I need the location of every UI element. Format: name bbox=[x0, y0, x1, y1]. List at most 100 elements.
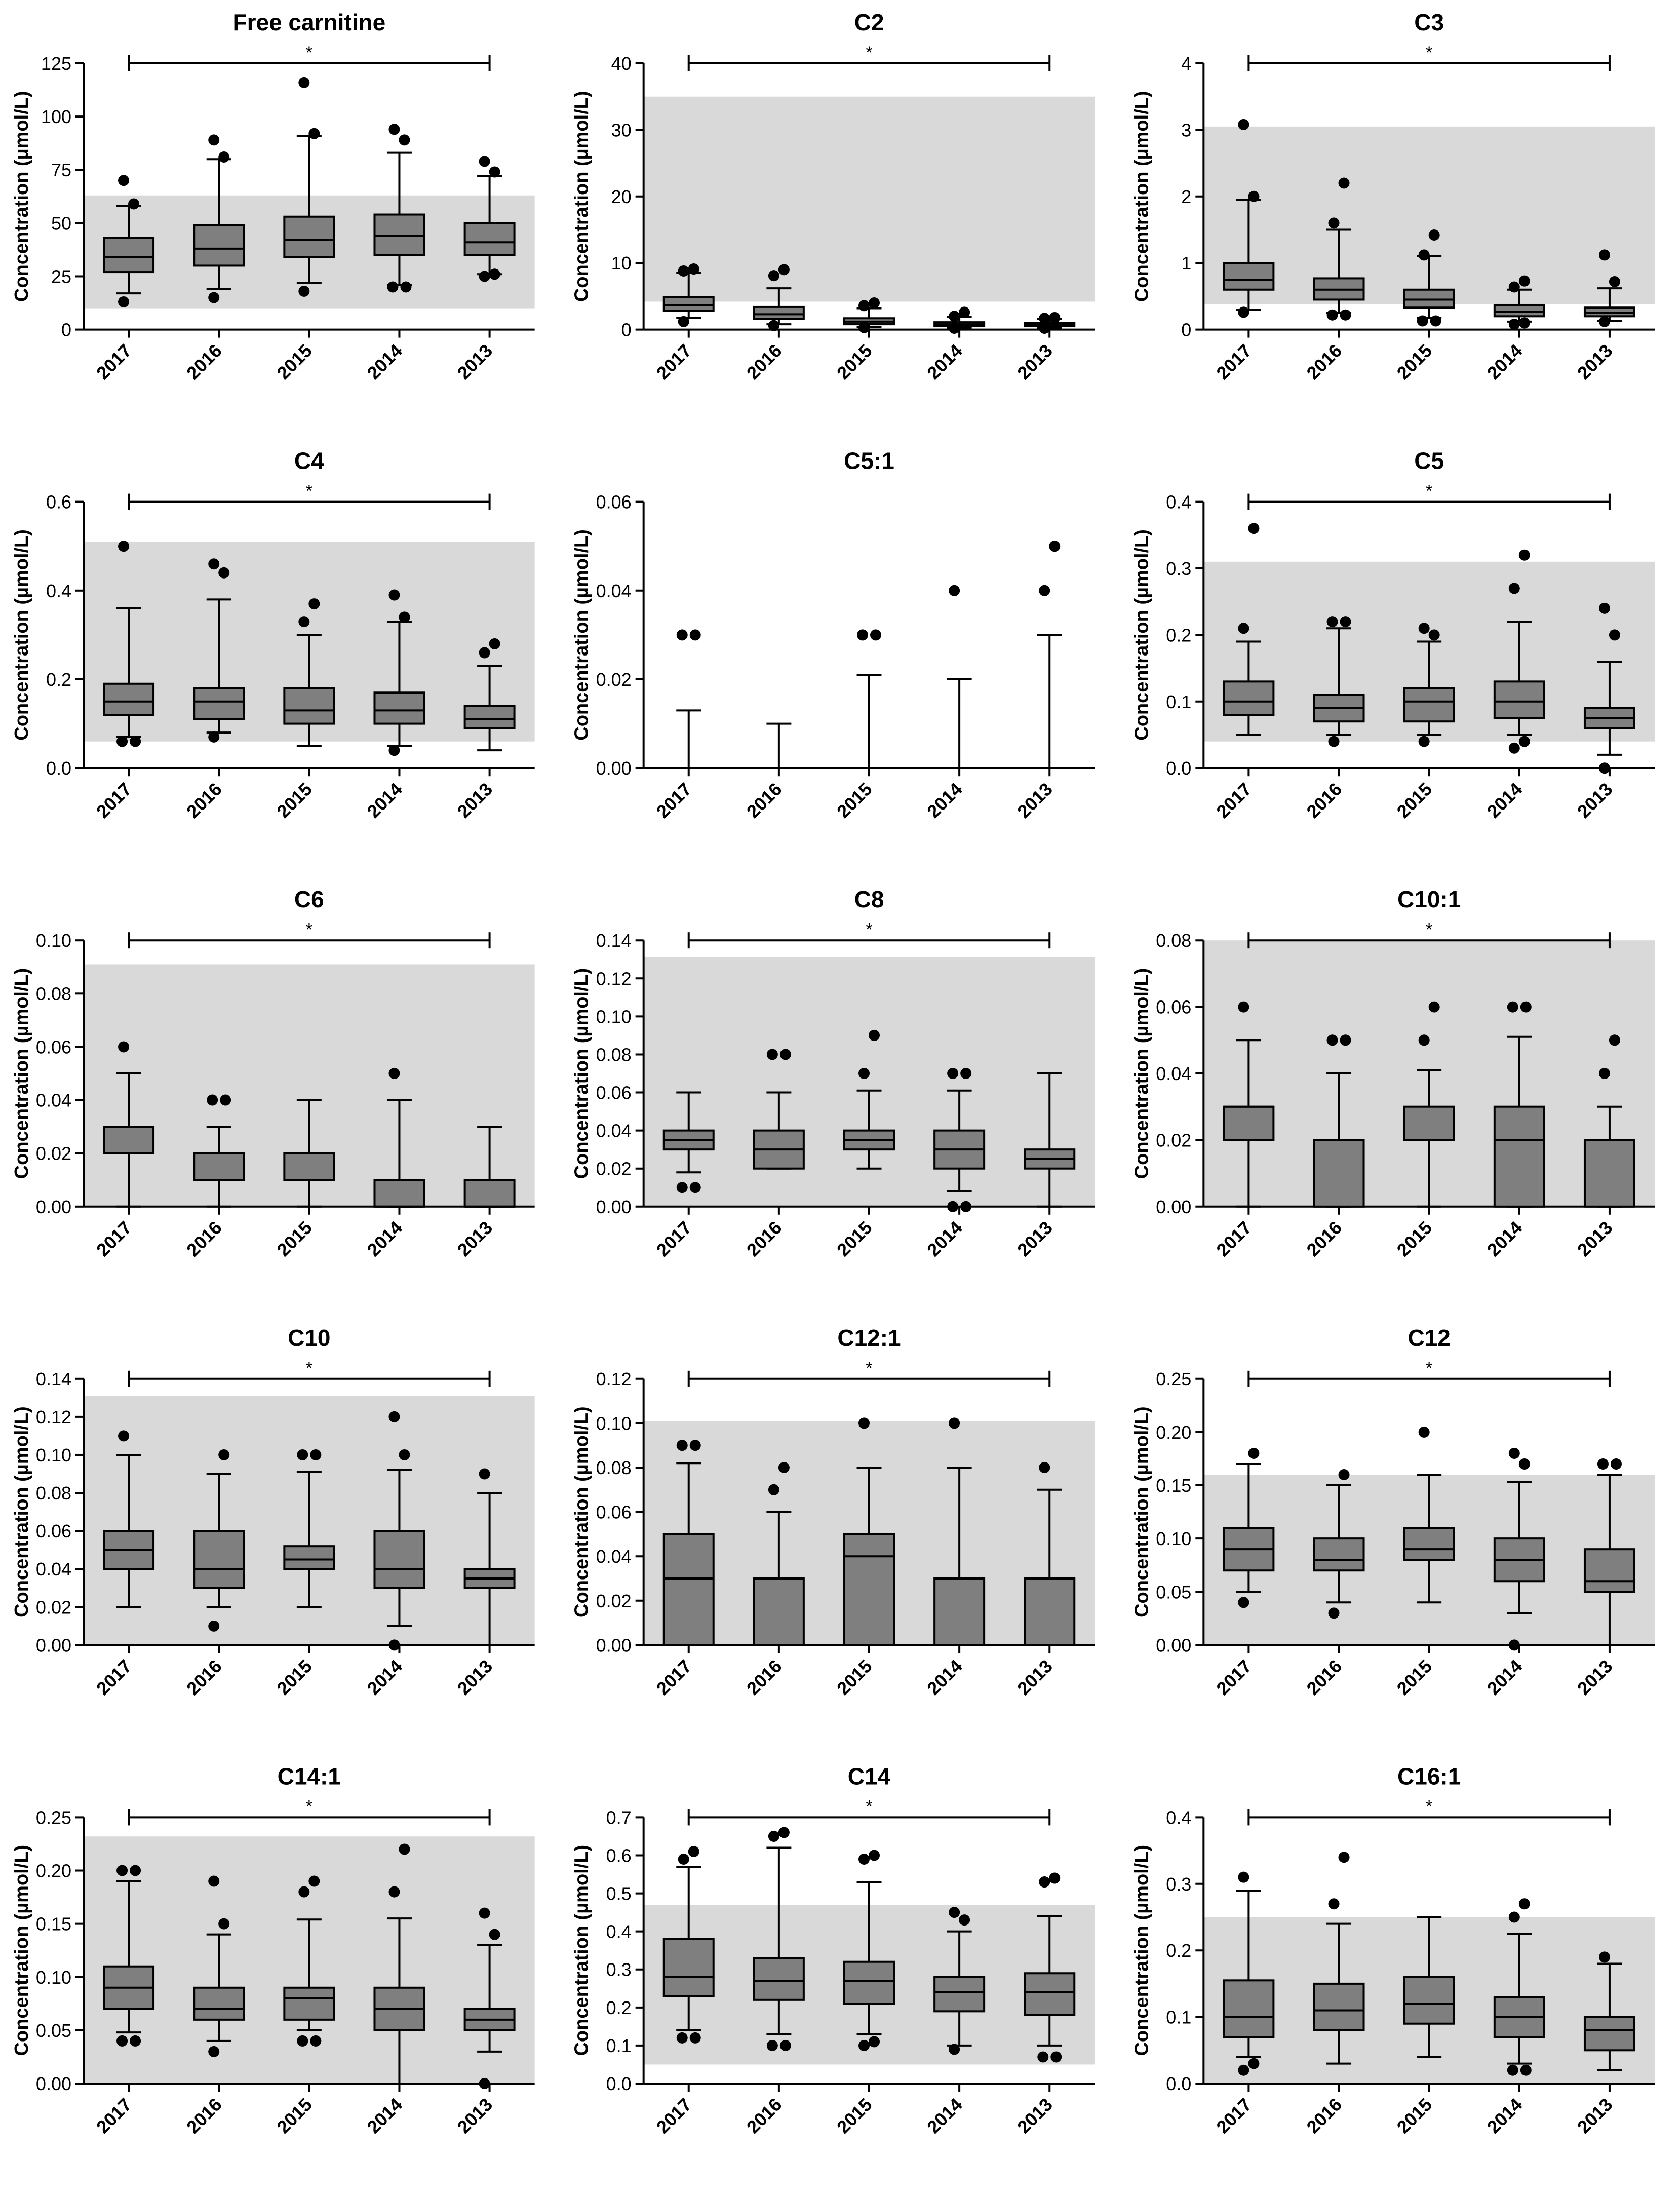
significance-marker: * bbox=[306, 482, 312, 501]
outlier-point bbox=[869, 1029, 880, 1041]
x-tick-label: 2015 bbox=[272, 1217, 316, 1260]
outlier-point bbox=[1418, 1426, 1430, 1438]
significance-marker: * bbox=[1426, 920, 1432, 939]
y-tick-label: 1 bbox=[1181, 253, 1191, 274]
box-group bbox=[1024, 1072, 1076, 1208]
box-group bbox=[373, 589, 425, 756]
outlier-point bbox=[1039, 1876, 1050, 1888]
y-tick-label: 0.00 bbox=[36, 1635, 71, 1655]
chart-title: C2 bbox=[854, 9, 884, 35]
outlier-point bbox=[858, 300, 870, 312]
box-group bbox=[662, 1440, 715, 1646]
box bbox=[1313, 1982, 1365, 2031]
box-group bbox=[1403, 229, 1455, 327]
outlier-point bbox=[1430, 315, 1441, 327]
outlier-point bbox=[130, 2035, 141, 2047]
x-tick-label: 2014 bbox=[923, 2094, 966, 2138]
y-tick-label: 0.04 bbox=[36, 1559, 71, 1580]
y-axis-title: Concentration (µmol/L) bbox=[11, 529, 32, 741]
outlier-point bbox=[778, 1827, 790, 1838]
y-tick-label: 0.15 bbox=[1156, 1475, 1191, 1496]
x-tick-label: 2017 bbox=[92, 779, 136, 822]
y-tick-label: 0.00 bbox=[596, 758, 632, 779]
outlier-point bbox=[1518, 1458, 1530, 1470]
y-tick-label: 75 bbox=[51, 160, 71, 180]
box bbox=[933, 1577, 986, 1646]
chart-panel: C12 0.00 0.05 0.10 0.15 0.20 0.25Concentration… bbox=[1131, 1325, 1655, 1699]
x-tick-label: 2017 bbox=[92, 1217, 136, 1260]
outlier-point bbox=[207, 1094, 218, 1106]
y-axis-title: Concentration (µmol/L) bbox=[571, 968, 593, 1179]
significance-marker: * bbox=[866, 43, 872, 62]
outlier-point bbox=[1326, 309, 1338, 321]
x-tick-label: 2013 bbox=[453, 1655, 497, 1699]
significance-marker: * bbox=[1426, 482, 1432, 501]
outlier-point bbox=[208, 1620, 220, 1632]
outlier-point bbox=[116, 736, 128, 747]
chart-title: C14 bbox=[848, 1763, 891, 1789]
outlier-point bbox=[218, 567, 230, 579]
outlier-point bbox=[116, 1865, 128, 1876]
significance-marker: * bbox=[306, 43, 312, 62]
x-tick-label: 2016 bbox=[743, 779, 786, 822]
outlier-point bbox=[858, 2039, 870, 2051]
box-group bbox=[283, 598, 335, 747]
x-tick-label: 2016 bbox=[1303, 779, 1346, 822]
y-tick-label: 0.6 bbox=[606, 1845, 632, 1866]
y-axis-title: Concentration (µmol/L) bbox=[1131, 968, 1152, 1179]
y-tick-label: 0.02 bbox=[1156, 1130, 1191, 1150]
outlier-point bbox=[1598, 602, 1610, 614]
x-tick-label: 2017 bbox=[1212, 1655, 1256, 1699]
outlier-point bbox=[489, 268, 500, 280]
outlier-point bbox=[1597, 1458, 1609, 1470]
y-tick-label: 0.2 bbox=[46, 669, 71, 690]
outlier-point bbox=[489, 638, 500, 649]
y-tick-label: 0.6 bbox=[46, 492, 71, 513]
outlier-point bbox=[949, 2044, 960, 2055]
x-tick-label: 2013 bbox=[1573, 2094, 1617, 2138]
box-group bbox=[933, 585, 986, 769]
outlier-point bbox=[858, 1068, 870, 1079]
outlier-point bbox=[308, 128, 320, 139]
outlier-point bbox=[1248, 2058, 1260, 2069]
outlier-point bbox=[1418, 736, 1430, 747]
y-axis-title: Concentration (µmol/L) bbox=[571, 1845, 593, 2056]
significance-marker: * bbox=[1426, 1359, 1432, 1378]
box bbox=[1313, 1139, 1365, 1208]
outlier-point bbox=[857, 629, 868, 641]
y-tick-label: 0.12 bbox=[36, 1407, 71, 1428]
outlier-point bbox=[1428, 229, 1440, 241]
x-tick-label: 2017 bbox=[652, 340, 696, 383]
outlier-point bbox=[388, 1886, 400, 1898]
significance-marker: * bbox=[306, 1797, 312, 1816]
outlier-point bbox=[1326, 1034, 1338, 1046]
y-tick-label: 0.02 bbox=[596, 669, 632, 690]
y-tick-label: 0.00 bbox=[596, 1635, 632, 1655]
y-tick-label: 50 bbox=[51, 213, 71, 234]
y-tick-label: 0.08 bbox=[1156, 930, 1191, 951]
y-tick-label: 0.04 bbox=[596, 1546, 632, 1567]
y-tick-label: 0.10 bbox=[36, 930, 71, 951]
box bbox=[463, 222, 516, 256]
box bbox=[193, 1152, 245, 1181]
outlier-point bbox=[1508, 281, 1520, 293]
outlier-point bbox=[298, 285, 310, 297]
outlier-point bbox=[1609, 629, 1620, 641]
y-tick-label: 125 bbox=[41, 53, 71, 74]
box-group bbox=[753, 1827, 805, 2051]
chart-panel: C14:1 0.00 0.05 0.10 0.15 0.20 0.25Concentrati… bbox=[11, 1763, 535, 2137]
outlier-point bbox=[779, 1049, 791, 1060]
x-tick-label: 2017 bbox=[1212, 779, 1256, 822]
outlier-point bbox=[208, 2046, 220, 2057]
box bbox=[1223, 1105, 1275, 1141]
box-group bbox=[1313, 177, 1365, 321]
y-tick-label: 0.14 bbox=[596, 930, 632, 951]
box-group bbox=[753, 1049, 805, 1170]
outlier-point bbox=[1340, 309, 1351, 321]
outlier-point bbox=[870, 629, 881, 641]
outlier-point bbox=[388, 1411, 400, 1422]
outlier-point bbox=[1039, 313, 1050, 324]
